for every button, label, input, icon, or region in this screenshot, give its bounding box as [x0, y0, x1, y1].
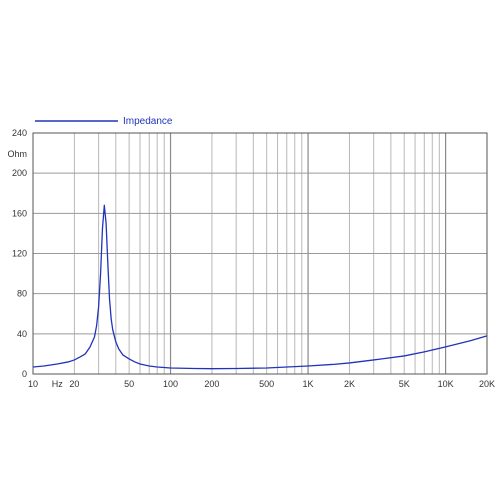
y-tick-label: 40	[17, 329, 27, 339]
x-tick-label: 20	[69, 379, 79, 389]
x-tick-label: Hz	[52, 379, 63, 389]
x-tick-label: 2K	[344, 379, 355, 389]
x-axis-ticks: 10 Hz 20 50 100 200 500 1K 2K 5K 10K 20K	[28, 379, 495, 389]
y-tick-label: 200	[12, 168, 27, 178]
x-tick-label: 100	[163, 379, 178, 389]
x-tick-label: 20K	[479, 379, 495, 389]
x-tick-label: 50	[124, 379, 134, 389]
legend: Impedance	[35, 116, 173, 127]
y-unit-label: Ohm	[7, 149, 27, 159]
plot-frame	[32, 132, 488, 375]
y-axis-ticks: 0 40 80 120 160 200 240 Ohm	[7, 128, 27, 379]
legend-label: Impedance	[123, 116, 173, 127]
y-tick-label: 160	[12, 208, 27, 218]
series-line-impedance	[32, 204, 488, 370]
y-tick-label: 80	[17, 289, 27, 299]
y-tick-label: 240	[12, 128, 27, 138]
x-tick-label: 10K	[438, 379, 454, 389]
x-tick-label: 10	[28, 379, 38, 389]
grid	[33, 133, 487, 374]
x-tick-label: 500	[259, 379, 274, 389]
x-tick-label: 200	[204, 379, 219, 389]
y-tick-label: 0	[22, 369, 27, 379]
x-tick-label: 5K	[399, 379, 410, 389]
y-tick-label: 120	[12, 249, 27, 259]
x-tick-label: 1K	[303, 379, 314, 389]
series-layer	[32, 204, 488, 370]
